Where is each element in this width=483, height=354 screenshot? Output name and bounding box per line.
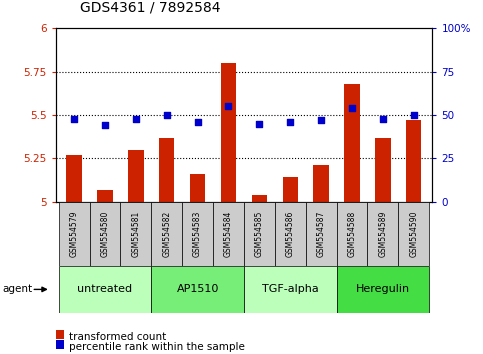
Text: GSM554589: GSM554589 <box>378 210 387 257</box>
Bar <box>337 202 368 266</box>
Point <box>256 121 263 126</box>
Bar <box>283 177 298 202</box>
Bar <box>151 202 182 266</box>
Text: transformed count: transformed count <box>69 332 166 342</box>
Bar <box>368 202 398 266</box>
Bar <box>190 174 205 202</box>
Bar <box>375 138 391 202</box>
Point <box>225 104 232 109</box>
Text: GSM554590: GSM554590 <box>409 210 418 257</box>
Point <box>317 118 325 123</box>
Text: percentile rank within the sample: percentile rank within the sample <box>69 342 245 352</box>
Bar <box>244 202 275 266</box>
Point <box>194 119 201 125</box>
Point <box>379 116 387 121</box>
Bar <box>182 202 213 266</box>
Text: untreated: untreated <box>77 284 132 295</box>
Text: AP1510: AP1510 <box>176 284 219 295</box>
Bar <box>313 165 329 202</box>
Bar <box>66 155 82 202</box>
Text: GSM554580: GSM554580 <box>100 210 110 257</box>
Bar <box>159 138 174 202</box>
Text: GSM554579: GSM554579 <box>70 210 79 257</box>
Text: GSM554584: GSM554584 <box>224 210 233 257</box>
Text: GDS4361 / 7892584: GDS4361 / 7892584 <box>80 0 220 14</box>
Point <box>286 119 294 125</box>
Point <box>70 116 78 121</box>
Bar <box>89 202 120 266</box>
Text: TGF-alpha: TGF-alpha <box>262 284 319 295</box>
Point <box>348 105 356 111</box>
Bar <box>221 63 236 202</box>
Text: GSM554587: GSM554587 <box>317 210 326 257</box>
Bar <box>120 202 151 266</box>
Bar <box>58 266 151 313</box>
Bar <box>151 266 244 313</box>
Point <box>132 116 140 121</box>
Bar <box>406 120 422 202</box>
Bar <box>128 150 143 202</box>
Bar <box>97 190 113 202</box>
Text: GSM554582: GSM554582 <box>162 211 171 257</box>
Text: GSM554588: GSM554588 <box>347 211 356 257</box>
Bar <box>244 266 337 313</box>
Bar <box>275 202 306 266</box>
Bar <box>398 202 429 266</box>
Point <box>101 122 109 128</box>
Text: Heregulin: Heregulin <box>356 284 410 295</box>
Bar <box>337 266 429 313</box>
Text: GSM554583: GSM554583 <box>193 210 202 257</box>
Bar <box>58 202 89 266</box>
Text: GSM554586: GSM554586 <box>286 210 295 257</box>
Text: GSM554585: GSM554585 <box>255 210 264 257</box>
Bar <box>252 195 267 202</box>
Point <box>163 112 170 118</box>
Bar <box>213 202 244 266</box>
Bar <box>344 84 360 202</box>
Point <box>410 112 418 118</box>
Text: GSM554581: GSM554581 <box>131 211 141 257</box>
Text: agent: agent <box>2 284 32 295</box>
Bar <box>306 202 337 266</box>
